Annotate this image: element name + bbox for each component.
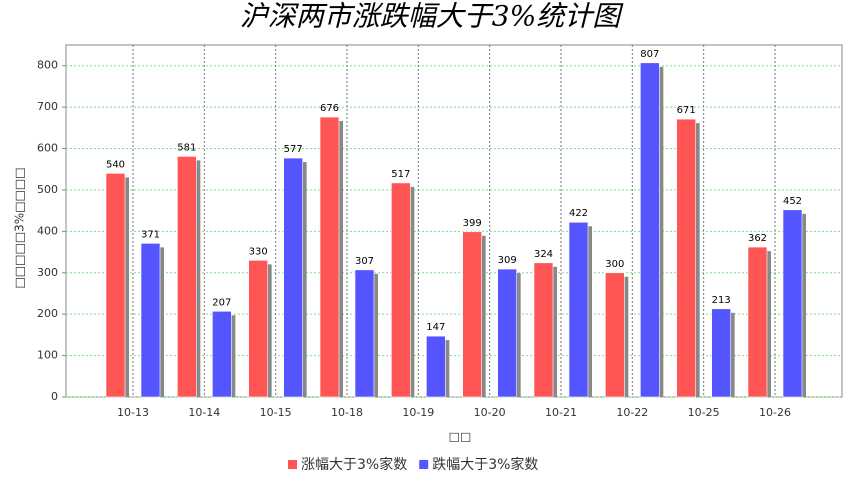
legend-label: 跌幅大于3%家数 [432,456,538,473]
value-label: 362 [748,233,767,244]
x-tick-label: 10-26 [759,406,791,419]
x-tick-label: 10-15 [260,406,292,419]
bar [605,272,625,398]
y-tick-label: 400 [37,224,58,237]
bar [568,221,589,398]
x-tick-label: 10-14 [188,406,220,419]
value-label: 517 [391,169,410,180]
y-tick-label: 200 [37,307,58,320]
x-tick-label: 10-19 [402,406,434,419]
bar [747,246,768,398]
legend-swatch [419,460,429,469]
bar [212,310,232,398]
value-label: 422 [569,208,588,219]
value-label: 147 [426,322,445,333]
y-tick-label: 500 [37,183,58,196]
bar [319,116,340,398]
bar [140,243,161,398]
bar [497,268,517,398]
value-label: 207 [212,297,231,308]
value-label: 330 [249,246,268,257]
legend-label: 涨幅大于3%家数 [301,456,407,473]
x-axis-label: □□ [449,430,472,444]
bar [391,182,411,398]
bar [462,231,482,398]
x-tick-label: 10-13 [117,406,149,419]
bar [640,62,660,398]
y-tick-label: 100 [37,349,58,362]
value-label: 676 [320,103,339,114]
bar [711,308,731,398]
bar [105,173,126,398]
value-label: 577 [284,144,303,155]
y-tick-label: 700 [37,100,58,113]
x-tick-label: 10-20 [474,406,506,419]
value-label: 300 [605,259,624,270]
bar [782,209,803,398]
bar [354,269,375,398]
y-tick-label: 800 [37,59,58,72]
y-axis-label: □□□□□3%□□□□ [13,167,27,288]
value-label: 399 [463,218,482,229]
value-label: 213 [712,295,731,306]
value-label: 309 [498,255,517,266]
value-label: 452 [783,196,802,207]
value-label: 307 [355,256,374,267]
x-tick-label: 10-22 [616,406,648,419]
x-tick-label: 10-18 [331,406,363,419]
y-tick-label: 300 [37,266,58,279]
bar [283,157,303,398]
chart-title: 沪深两市涨跌幅大于3%统计图 [240,0,624,33]
value-label: 671 [677,105,696,116]
y-tick-label: 0 [51,390,58,403]
value-label: 540 [106,159,125,170]
legend-swatch [288,460,297,469]
y-tick-label: 600 [37,142,58,155]
bar [248,260,268,398]
x-tick-label: 10-25 [688,406,720,419]
x-tick-label: 10-21 [545,406,577,419]
value-label: 371 [141,229,160,240]
bar [177,156,197,398]
value-label: 324 [534,249,553,260]
bar [533,262,554,398]
value-label: 807 [640,49,659,60]
bar [676,118,696,398]
bar [426,335,446,398]
value-label: 581 [177,142,196,153]
